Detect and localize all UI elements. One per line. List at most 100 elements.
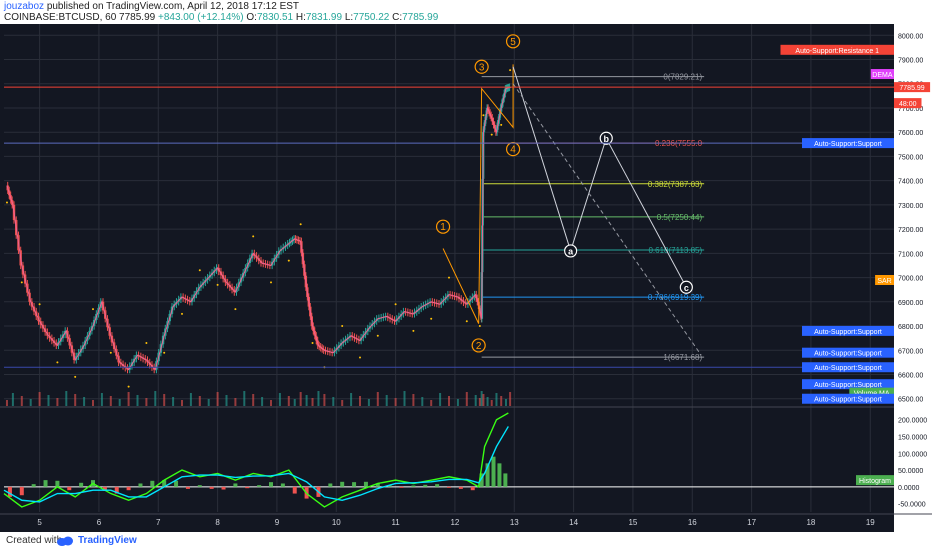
sar-dot: [287, 259, 290, 262]
indicator-label: SAR: [877, 278, 891, 285]
elliott-wave-circle: [471, 338, 486, 353]
volume-bar: [5, 400, 8, 406]
low-value: 7750.22: [353, 12, 390, 23]
x-tick-label: 17: [747, 518, 756, 527]
header-bar: jouzaboz published on TradingView.com, A…: [0, 0, 932, 24]
histogram-bar: [138, 483, 143, 487]
indicator-label: DEMA: [872, 72, 893, 79]
open-label: O:: [246, 12, 257, 23]
macd-tick-label: 0.0000: [898, 485, 920, 492]
volume-bar: [367, 399, 370, 406]
volume-bar: [305, 395, 308, 406]
histogram-bar: [352, 482, 357, 487]
published-text: published on TradingView.com, April 12, …: [46, 1, 300, 12]
sar-dot: [5, 201, 8, 204]
x-tick-label: 10: [332, 518, 341, 527]
histogram-bar: [197, 485, 202, 487]
histogram-bar: [470, 486, 475, 491]
volume-bar: [83, 397, 86, 406]
elliott-wave-label: 1: [440, 222, 446, 233]
histogram-bar: [55, 480, 60, 487]
change-value: +843.00 (+12.14%): [157, 12, 244, 23]
sar-dot: [109, 351, 112, 354]
sar-dot: [216, 283, 219, 286]
x-tick-label: 5: [37, 518, 42, 527]
volume-bar: [118, 399, 121, 406]
histogram-bar: [363, 481, 368, 487]
volume-bar: [243, 391, 246, 406]
macd-tick-label: 150.0000: [898, 435, 927, 442]
volume-bar: [350, 393, 353, 406]
volume-bar: [317, 391, 320, 406]
indicator-label-box: [802, 325, 894, 336]
x-tick-label: 6: [97, 518, 102, 527]
volume-bar: [500, 396, 503, 406]
histogram-bar: [150, 480, 155, 487]
histogram-bar: [485, 463, 490, 487]
high-value: 7831.99: [305, 12, 343, 23]
volume-bar: [181, 400, 183, 406]
price-tick-label: 6800.00: [898, 324, 923, 331]
price-axis-background: [894, 24, 932, 532]
volume-bar: [127, 392, 130, 406]
sar-dot: [74, 375, 77, 378]
price-tick-label: 7300.00: [898, 203, 923, 210]
volume-bar: [65, 391, 68, 406]
macd-series-line: [3, 426, 509, 503]
volume-bar: [490, 400, 493, 406]
price-tick-label: 7400.00: [898, 179, 923, 186]
volume-bar: [341, 400, 344, 406]
indicator-label-box: [875, 275, 894, 285]
histogram-bar: [375, 483, 380, 487]
open-value: 7830.51: [256, 12, 294, 23]
price-tick-label: 7600.00: [898, 130, 923, 137]
histogram-bar: [126, 486, 131, 491]
indicator-label-box: [894, 98, 922, 109]
volume-bar: [163, 394, 166, 406]
indicator-label: Auto-Support:Resistance 1: [795, 48, 879, 55]
sar-dot: [92, 308, 94, 311]
price-tick-label: 8000.00: [898, 33, 923, 40]
indicator-label: Auto-Support:Support: [814, 382, 882, 389]
sar-dot: [198, 269, 201, 272]
volume-bar: [359, 396, 361, 406]
sar-dot: [490, 133, 493, 136]
indicator-label-box: [802, 347, 894, 358]
histogram-bar: [497, 463, 502, 487]
volume-bar: [385, 395, 388, 406]
volume-bar: [109, 396, 112, 406]
volume-bar: [270, 400, 272, 406]
volume-bar: [29, 399, 32, 406]
elliott-wave-label: 3: [479, 62, 485, 73]
fib-level-label: 1(6671.68): [663, 353, 702, 362]
volume-bar: [47, 395, 50, 406]
sar-dot: [412, 329, 415, 332]
sar-dot: [252, 235, 255, 238]
x-tick-label: 15: [628, 518, 637, 527]
indicator-label-box: [870, 69, 894, 80]
indicator-label-box: [802, 393, 894, 404]
sar-dot: [311, 342, 314, 344]
tradingview-brand[interactable]: TradingView: [78, 535, 137, 546]
elliott-wave-circle: [474, 59, 489, 74]
fib-level-label: 0(7829.21): [663, 73, 702, 82]
author-link[interactable]: jouzaboz: [4, 1, 45, 12]
price-tick-label: 7500.00: [898, 154, 923, 161]
chart-svg[interactable]: 5 6 7 8 9 10 11 12 13 14 15 16 17 18 198000.007900.007…: [0, 24, 932, 532]
histogram-bar: [479, 473, 484, 487]
histogram-bar: [221, 486, 226, 490]
sar-dot: [478, 325, 481, 328]
volume-bar: [225, 395, 228, 406]
volume-bar: [11, 393, 14, 406]
fib-level-label: 0.786(6919.39): [648, 293, 703, 302]
sar-dot: [430, 317, 433, 320]
indicator-label: Auto-Support:Support: [814, 329, 882, 336]
high-label: H:: [295, 12, 306, 23]
histogram-bar: [102, 486, 107, 491]
sar-dot: [20, 281, 23, 284]
volume-bar: [448, 396, 450, 406]
histogram-legend-box: [856, 475, 894, 486]
sar-dot: [359, 356, 361, 359]
histogram-bar: [162, 480, 167, 487]
price-tick-label: 6500.00: [898, 397, 923, 404]
